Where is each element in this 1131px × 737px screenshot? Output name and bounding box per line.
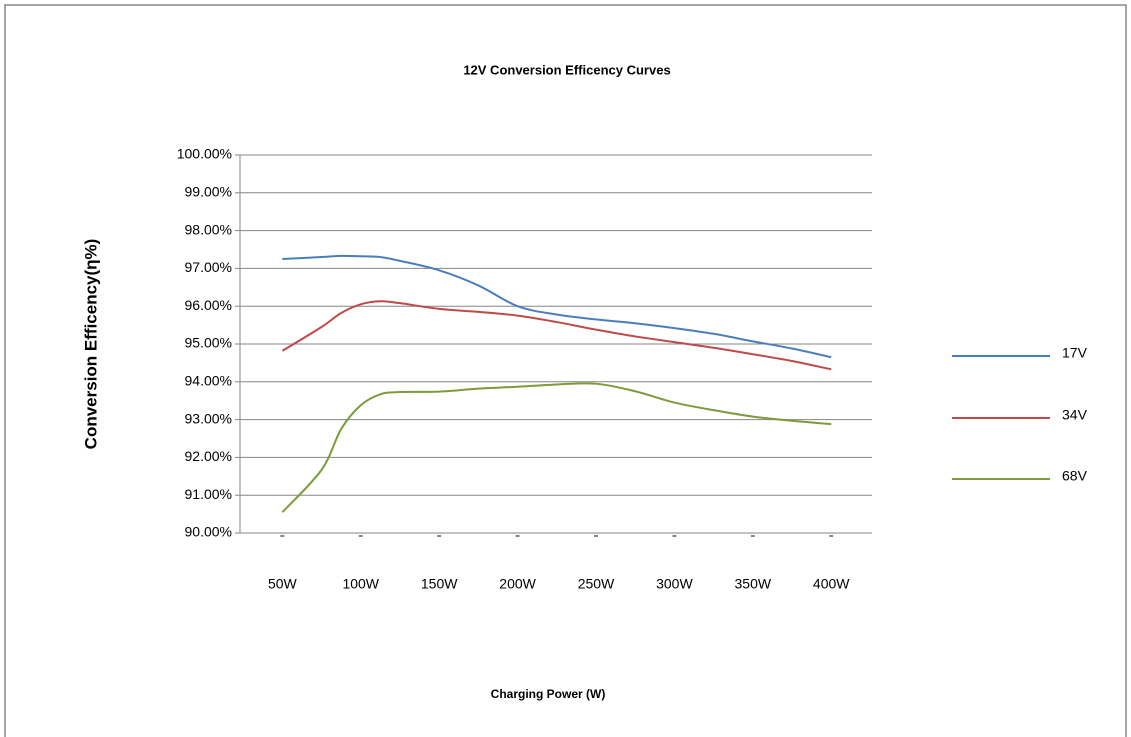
y-tick-label: 91.00%	[185, 486, 232, 502]
y-tick-label: 96.00%	[185, 297, 232, 313]
series-line	[281, 382, 832, 513]
y-tick-label: 100.00%	[177, 146, 232, 162]
y-tick-label: 90.00%	[185, 524, 232, 540]
y-tick-label: 93.00%	[185, 410, 232, 426]
y-tick-label: 98.00%	[185, 221, 232, 237]
series-line	[281, 300, 832, 371]
y-tick-label: 95.00%	[185, 335, 232, 351]
series-line	[282, 254, 832, 359]
legend-label: 34V	[1062, 407, 1088, 423]
x-tick-label: 200W	[499, 576, 536, 592]
chart-frame	[4, 4, 1127, 737]
y-tick-label: 92.00%	[185, 448, 232, 464]
x-tick-label: 300W	[656, 576, 693, 592]
legend-label: 68V	[1062, 468, 1088, 484]
x-tick-label: 150W	[421, 576, 458, 592]
y-tick-label: 99.00%	[185, 184, 232, 200]
legend-label: 17V	[1062, 345, 1088, 361]
chart-title: 12V Conversion Efficency Curves	[463, 62, 670, 77]
x-tick-label: 50W	[268, 576, 298, 592]
x-tick-label: 350W	[735, 576, 772, 592]
y-tick-label: 94.00%	[185, 373, 232, 389]
y-tick-label: 97.00%	[185, 259, 232, 275]
x-axis-label: Charging Power (W)	[491, 687, 606, 701]
x-tick-label: 100W	[342, 576, 379, 592]
x-tick-label: 400W	[813, 576, 850, 592]
x-tick-label: 250W	[578, 576, 615, 592]
y-axis-label: Conversion Efficency(η%)	[81, 239, 100, 450]
